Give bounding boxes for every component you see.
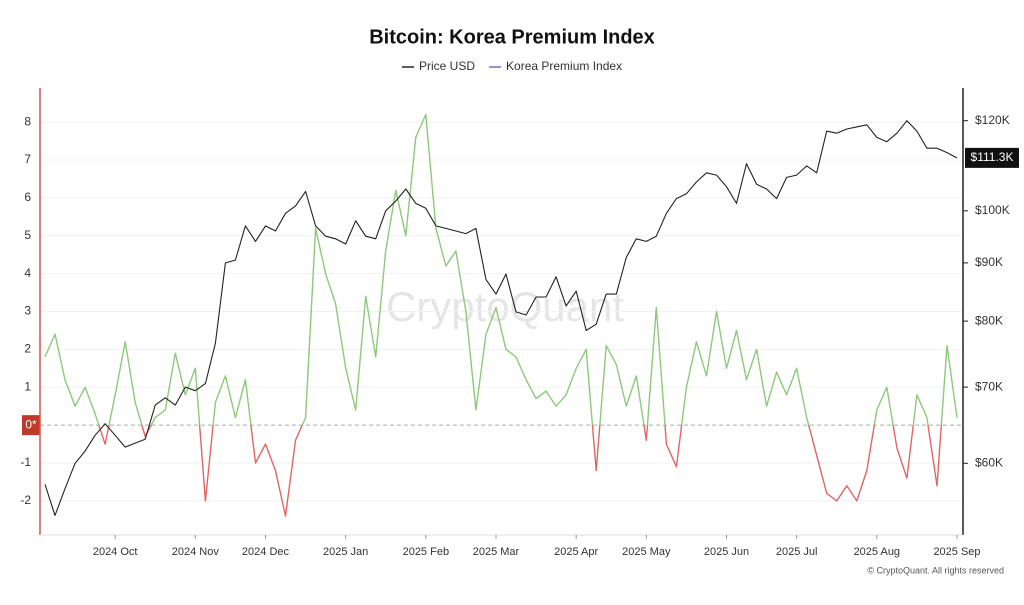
- y-tick-label: 5: [24, 228, 31, 242]
- x-tick-label: 2025 Jul: [776, 546, 818, 558]
- x-tick-label: 2024 Oct: [93, 546, 138, 558]
- watermark: CryptoQuant: [386, 283, 624, 330]
- x-tick-label: 2025 May: [622, 546, 671, 558]
- y2-tick-label: $100K: [975, 203, 1010, 217]
- y2-tick-label: $60K: [975, 455, 1003, 469]
- legend-label: Price USD: [419, 59, 475, 73]
- y-tick-label: 0*: [25, 417, 37, 431]
- x-tick-label: 2024 Nov: [172, 546, 220, 558]
- y-tick-label: 7: [24, 152, 31, 166]
- legend-label: Korea Premium Index: [506, 59, 622, 73]
- x-tick-label: 2025 Apr: [554, 546, 598, 558]
- x-tick-label: 2025 Mar: [473, 546, 520, 558]
- price-tag-box: [965, 147, 1019, 168]
- y-tick-label: 2: [24, 342, 31, 356]
- y-tick-label: 4: [24, 266, 31, 280]
- footer: © CryptoQuant. All rights reserved: [867, 565, 1004, 575]
- series-line: [44, 120, 958, 516]
- y2-tick-label: $90K: [975, 255, 1003, 269]
- x-tick-label: 2025 Feb: [403, 546, 449, 558]
- x-tick-label: 2025 Jan: [323, 546, 368, 558]
- zero-label-box: [22, 415, 40, 436]
- x-tick-label: 2025 Aug: [854, 546, 901, 558]
- y2-tick-label: $80K: [975, 313, 1003, 327]
- y-tick-label: -2: [20, 493, 31, 507]
- price-tag: $111.3K: [971, 150, 1014, 164]
- chart-title: Bitcoin: Korea Premium Index: [369, 26, 655, 48]
- series-line: [44, 113, 958, 517]
- y-tick-label: 1: [24, 379, 31, 393]
- y-tick-label: 8: [24, 114, 31, 128]
- y2-tick-label: $120K: [975, 113, 1010, 127]
- y-tick-label: -1: [20, 455, 31, 469]
- x-tick-label: 2024 Dec: [242, 546, 290, 558]
- y2-tick-label: $70K: [975, 379, 1003, 393]
- y-tick-label: 6: [24, 190, 31, 204]
- x-tick-label: 2025 Sep: [933, 546, 980, 558]
- y-tick-label: 3: [24, 304, 31, 318]
- x-tick-label: 2025 Jun: [704, 546, 749, 558]
